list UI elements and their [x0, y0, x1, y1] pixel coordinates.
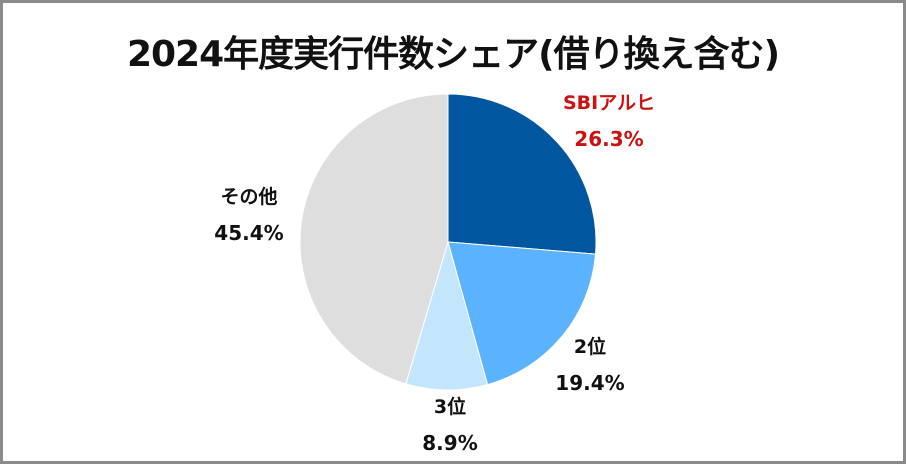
data-label-rank-2: 2位 19.4%	[555, 336, 625, 395]
data-label-rank-3: 3位 8.9%	[422, 396, 478, 455]
chart-title: 2024年度実行件数シェア(借り換え含む)	[126, 34, 780, 75]
slice-sbi-aruhi	[447, 93, 597, 255]
slice-rank-3	[405, 240, 489, 391]
slice-others	[299, 93, 449, 385]
data-label-others: その他 45.4%	[214, 186, 284, 245]
slice-rank-2	[447, 241, 597, 386]
data-label-sbi-aruhi: SBIアルヒ 26.3%	[562, 92, 656, 151]
